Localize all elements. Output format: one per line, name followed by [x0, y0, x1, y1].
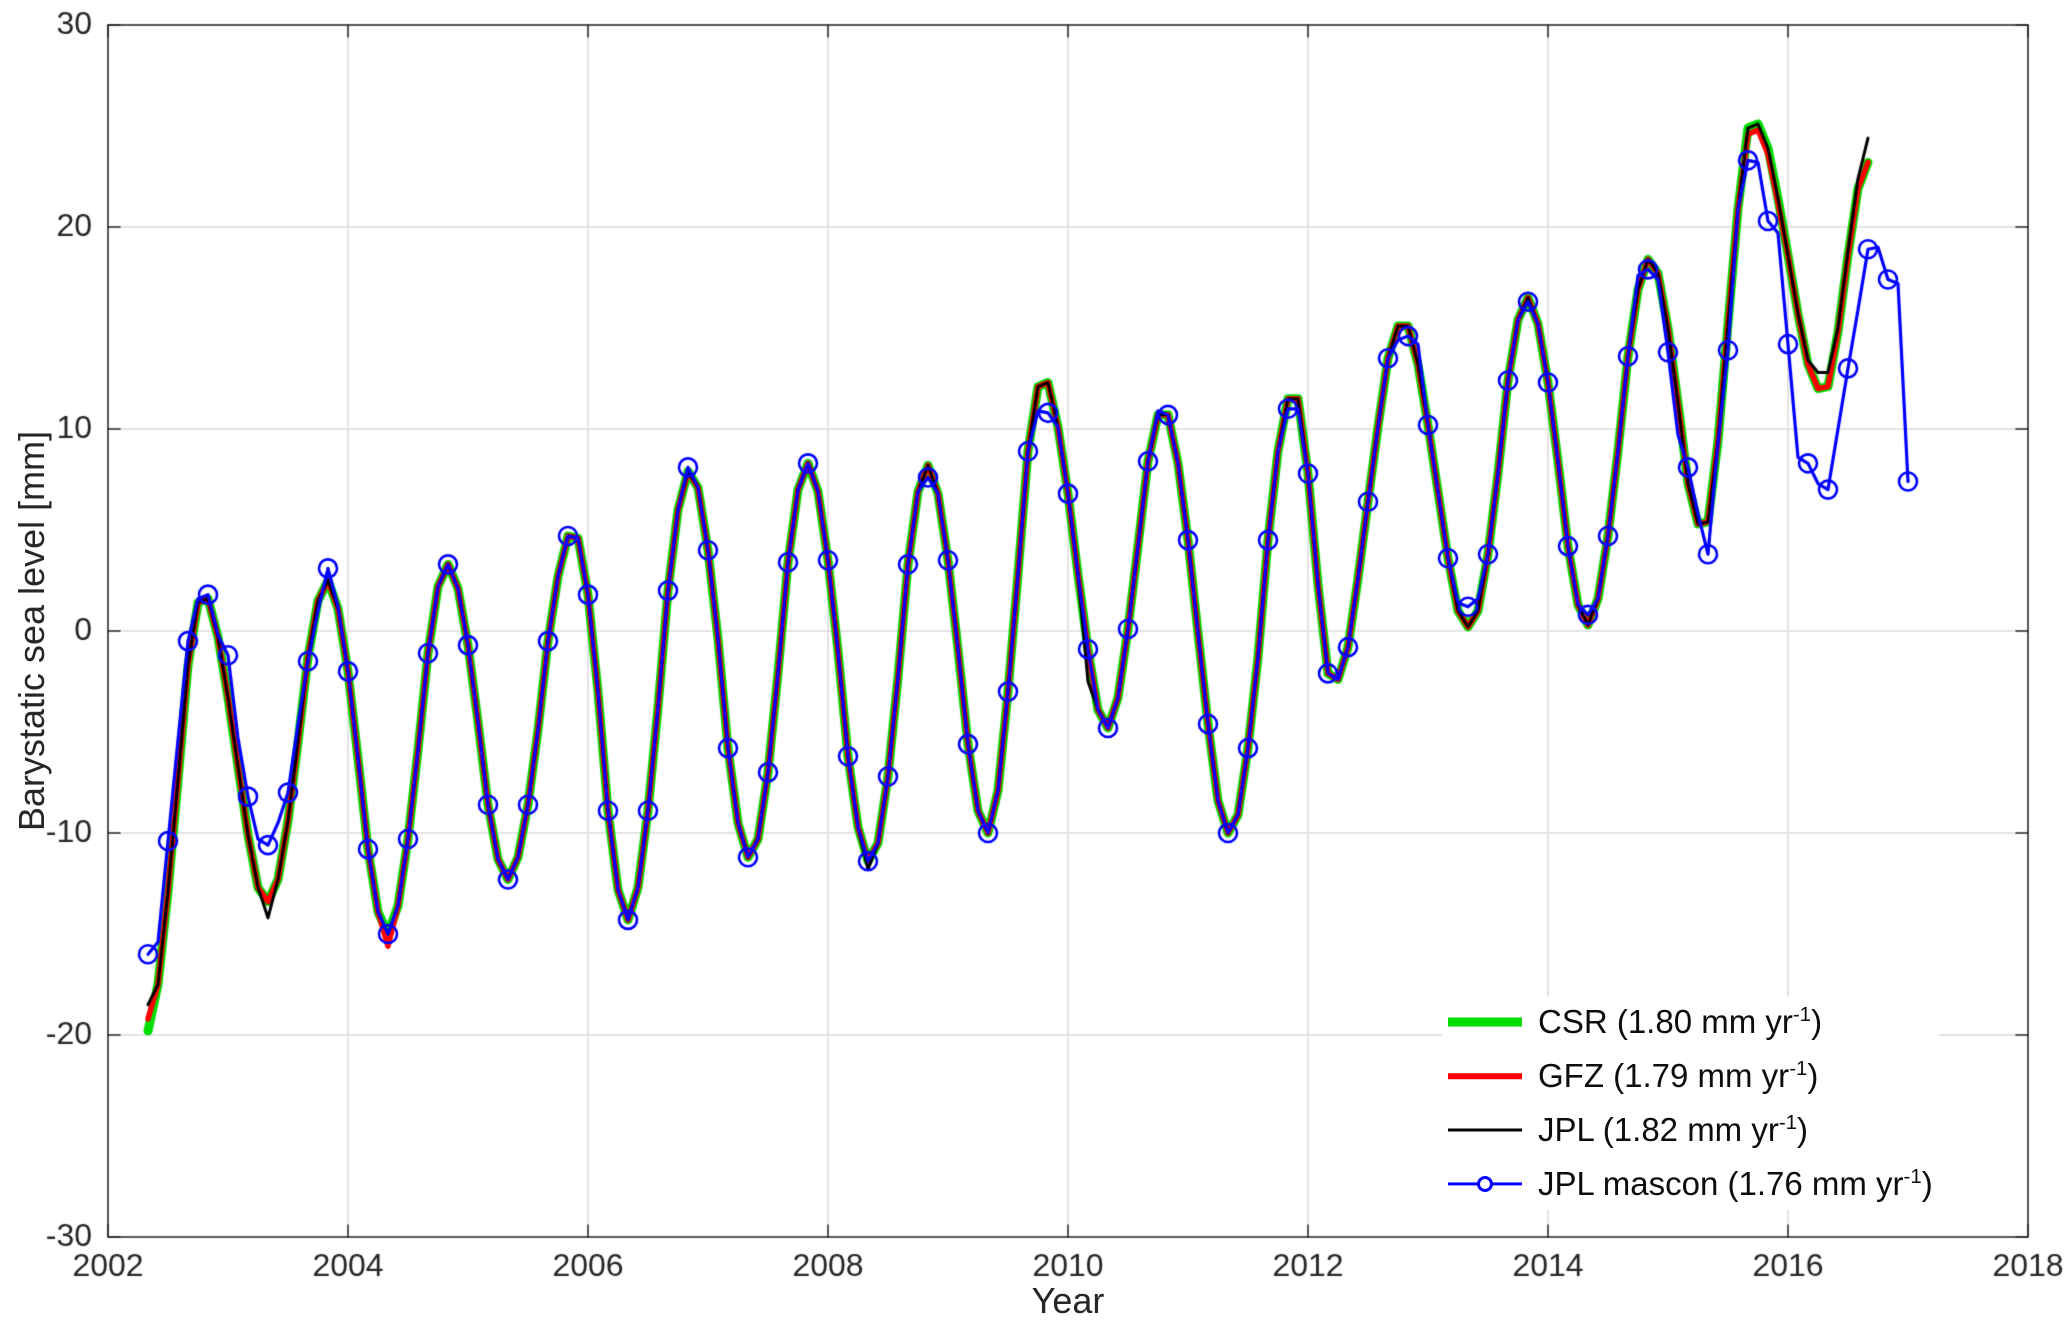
- legend-entry-jpl: JPL (1.82 mm yr-1): [1448, 1106, 1933, 1154]
- legend-label-jpl-mascon: JPL mascon (1.76 mm yr-1): [1538, 1165, 1933, 1202]
- legend: CSR (1.80 mm yr-1) GFZ (1.79 mm yr-1) JPL …: [1442, 996, 1939, 1210]
- legend-line-sample-csr: [1448, 1002, 1522, 1042]
- legend-circle-marker-icon: [1477, 1176, 1493, 1192]
- legend-line-sample-gfz: [1448, 1056, 1522, 1096]
- legend-label-gfz: GFZ (1.79 mm yr-1): [1538, 1057, 1819, 1094]
- legend-entry-csr: CSR (1.80 mm yr-1): [1448, 998, 1933, 1046]
- legend-label-jpl: JPL (1.82 mm yr-1): [1538, 1111, 1809, 1148]
- legend-entry-jpl-mascon: JPL mascon (1.76 mm yr-1): [1448, 1160, 1933, 1208]
- legend-line-sample-jpl: [1448, 1110, 1522, 1150]
- legend-entry-gfz: GFZ (1.79 mm yr-1): [1448, 1052, 1933, 1100]
- legend-label-csr: CSR (1.80 mm yr-1): [1538, 1003, 1823, 1040]
- x-axis-label: Year: [1031, 1280, 1105, 1321]
- y-axis-label: Barystatic sea level [mm]: [11, 430, 52, 832]
- legend-line-sample-jpl-mascon: [1448, 1164, 1522, 1204]
